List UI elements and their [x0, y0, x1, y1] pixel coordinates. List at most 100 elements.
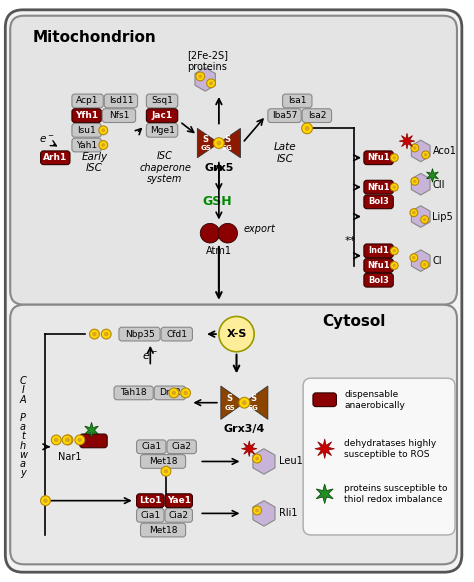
Circle shape — [43, 498, 48, 503]
Circle shape — [217, 141, 221, 146]
Text: Nfu1: Nfu1 — [367, 183, 390, 191]
Text: Jac1: Jac1 — [152, 111, 173, 120]
Text: CI: CI — [432, 255, 442, 265]
Polygon shape — [399, 133, 415, 149]
Circle shape — [66, 438, 70, 442]
Circle shape — [101, 129, 105, 132]
FancyBboxPatch shape — [119, 327, 160, 341]
FancyBboxPatch shape — [146, 123, 178, 137]
Circle shape — [92, 332, 97, 336]
Circle shape — [65, 438, 69, 442]
Circle shape — [424, 153, 428, 157]
Text: Isu1: Isu1 — [77, 126, 96, 135]
Polygon shape — [411, 140, 430, 162]
FancyBboxPatch shape — [72, 123, 101, 137]
FancyBboxPatch shape — [72, 94, 103, 108]
Text: Atm1: Atm1 — [206, 246, 232, 256]
Circle shape — [201, 223, 220, 243]
Text: Cia1: Cia1 — [140, 511, 160, 520]
Circle shape — [412, 256, 416, 260]
FancyBboxPatch shape — [303, 378, 455, 535]
Text: Iba57: Iba57 — [272, 111, 297, 120]
Text: [2Fe-2S]
proteins: [2Fe-2S] proteins — [187, 50, 228, 72]
Circle shape — [101, 329, 111, 339]
FancyBboxPatch shape — [167, 440, 196, 453]
FancyBboxPatch shape — [364, 180, 393, 194]
Text: GS: GS — [224, 404, 235, 410]
Text: Grx3/4: Grx3/4 — [224, 424, 265, 434]
Text: GSH: GSH — [202, 196, 232, 208]
Polygon shape — [315, 439, 335, 459]
FancyBboxPatch shape — [10, 305, 457, 565]
Text: Nfs1: Nfs1 — [109, 111, 129, 120]
Text: Lip5: Lip5 — [432, 211, 453, 222]
Circle shape — [423, 218, 427, 221]
Text: Ssq1: Ssq1 — [151, 97, 173, 105]
Text: Bol3: Bol3 — [368, 197, 389, 207]
FancyBboxPatch shape — [10, 16, 457, 305]
Circle shape — [390, 247, 398, 255]
FancyBboxPatch shape — [364, 274, 393, 287]
FancyBboxPatch shape — [146, 109, 178, 122]
Circle shape — [99, 126, 108, 135]
Circle shape — [255, 456, 259, 460]
Text: Mitochondrion: Mitochondrion — [33, 30, 156, 45]
Circle shape — [390, 183, 398, 191]
Text: **: ** — [345, 236, 356, 246]
Circle shape — [413, 146, 417, 150]
FancyBboxPatch shape — [140, 523, 186, 537]
Circle shape — [423, 263, 427, 267]
Circle shape — [90, 329, 100, 339]
Circle shape — [183, 391, 188, 395]
Circle shape — [161, 466, 171, 476]
Circle shape — [172, 391, 176, 395]
Circle shape — [75, 435, 85, 445]
Text: S: S — [224, 134, 230, 144]
Text: $e^-$: $e^-$ — [142, 351, 158, 362]
Text: GS: GS — [200, 145, 211, 151]
Text: Aco1: Aco1 — [432, 146, 456, 156]
Text: Yah1: Yah1 — [76, 140, 97, 150]
Circle shape — [412, 211, 416, 214]
FancyBboxPatch shape — [137, 509, 164, 522]
Text: Grx5: Grx5 — [204, 162, 234, 173]
Circle shape — [421, 215, 428, 223]
Circle shape — [242, 400, 247, 405]
Circle shape — [305, 126, 310, 131]
Text: ISC
chaperone
system: ISC chaperone system — [139, 151, 191, 184]
FancyBboxPatch shape — [72, 109, 101, 122]
Circle shape — [99, 141, 108, 150]
Text: Arh1: Arh1 — [43, 153, 67, 162]
Polygon shape — [85, 423, 98, 438]
Circle shape — [51, 435, 61, 445]
Text: S: S — [250, 394, 256, 403]
Circle shape — [411, 144, 419, 152]
FancyBboxPatch shape — [364, 244, 393, 258]
Circle shape — [410, 254, 418, 261]
Text: Cfd1: Cfd1 — [166, 329, 187, 339]
Circle shape — [213, 138, 224, 148]
Text: Nfu1: Nfu1 — [367, 261, 390, 270]
FancyBboxPatch shape — [104, 94, 137, 108]
FancyBboxPatch shape — [364, 151, 393, 165]
Circle shape — [54, 438, 58, 442]
Circle shape — [392, 249, 396, 253]
Polygon shape — [197, 129, 219, 158]
Circle shape — [78, 438, 82, 442]
Circle shape — [219, 317, 254, 352]
Circle shape — [413, 179, 417, 183]
Text: Leu1: Leu1 — [279, 456, 302, 466]
FancyBboxPatch shape — [283, 94, 312, 108]
Text: Yae1: Yae1 — [167, 496, 191, 505]
FancyBboxPatch shape — [165, 494, 192, 508]
FancyBboxPatch shape — [146, 94, 178, 108]
Text: SG: SG — [222, 145, 232, 151]
Circle shape — [390, 154, 398, 162]
FancyBboxPatch shape — [302, 109, 331, 122]
FancyBboxPatch shape — [268, 109, 301, 122]
FancyBboxPatch shape — [114, 386, 153, 400]
Text: Bol3: Bol3 — [368, 276, 389, 285]
Text: proteins susceptible to
thiol redox imbalance: proteins susceptible to thiol redox imba… — [344, 484, 448, 504]
Text: Cia2: Cia2 — [169, 511, 189, 520]
Polygon shape — [411, 173, 430, 195]
